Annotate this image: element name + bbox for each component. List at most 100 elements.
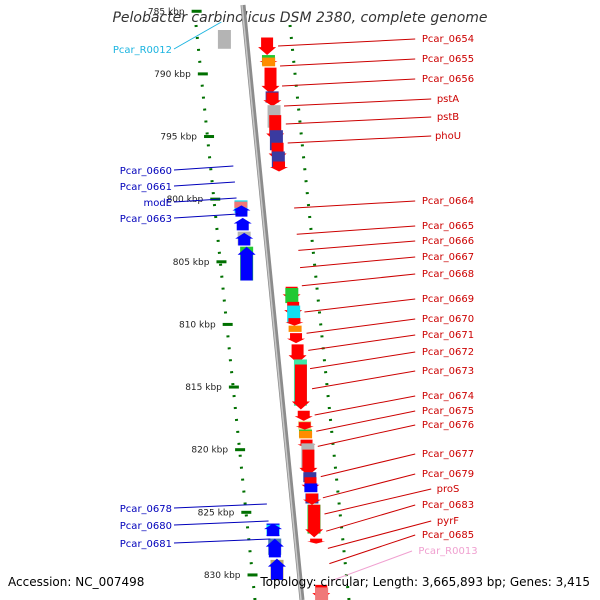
gene-label-right[interactable]: Pcar_0665 <box>422 221 474 232</box>
accession-text: Accession: NC_007498 <box>8 575 145 589</box>
gene-block[interactable] <box>285 288 299 304</box>
gene-arrow[interactable] <box>258 37 277 56</box>
genome-backbone <box>240 4 305 600</box>
gene-block[interactable] <box>262 57 276 67</box>
gene-label-left[interactable]: Pcar_0678 <box>120 504 172 515</box>
leader-line <box>173 520 269 526</box>
gene-arrow[interactable] <box>287 333 306 344</box>
gene-arrow[interactable] <box>285 318 304 326</box>
leader-line <box>283 98 432 107</box>
gene-label-right[interactable]: Pcar_0671 <box>422 330 474 341</box>
leader-line <box>173 181 235 187</box>
gene-label-right[interactable]: Pcar_0654 <box>422 34 474 45</box>
gene-label-left[interactable]: Pcar_0663 <box>120 214 172 225</box>
gene-arrow[interactable] <box>261 67 280 94</box>
gene-label-right[interactable]: Pcar_0655 <box>422 54 474 65</box>
gene-label-right[interactable]: Pcar_0664 <box>422 196 474 207</box>
leader-line <box>306 318 416 334</box>
leader-line <box>317 424 416 447</box>
leader-line <box>311 370 416 390</box>
gene-label-right[interactable]: Pcar_0676 <box>422 420 474 431</box>
gene-label-right[interactable]: Pcar_0685 <box>422 530 474 541</box>
leader-line <box>329 534 416 565</box>
gene-block[interactable] <box>304 483 318 493</box>
gene-label-left[interactable]: modE <box>143 198 172 209</box>
gene-label-left[interactable]: Pcar_0680 <box>120 521 172 532</box>
gene-label-right[interactable]: pstA <box>437 94 459 105</box>
gene-arrow[interactable] <box>294 410 313 421</box>
topology-text: Topology: circular; Length: 3,665,893 bp… <box>260 575 590 589</box>
leader-line <box>301 273 416 287</box>
leader-line <box>327 520 432 549</box>
scale-tick-label: 830 kbp <box>204 571 241 581</box>
gene-block[interactable] <box>315 587 329 600</box>
leader-line <box>173 165 234 171</box>
gene-arrow[interactable] <box>264 523 283 537</box>
gene-label-right[interactable]: Pcar_0683 <box>422 500 474 511</box>
gene-label-left[interactable]: Pcar_0660 <box>120 166 172 177</box>
gene-label-right[interactable]: pstB <box>437 112 459 123</box>
gene-arrow[interactable] <box>305 504 324 538</box>
gene-arrow[interactable] <box>291 364 310 410</box>
gene-arrow[interactable] <box>233 217 252 231</box>
gene-arrow[interactable] <box>299 449 318 476</box>
gene-label-left[interactable]: Pcar_R0012 <box>113 45 172 56</box>
strand-guides <box>194 24 351 600</box>
leader-line <box>304 298 416 313</box>
gene-block[interactable] <box>288 325 302 332</box>
gene-block[interactable] <box>234 201 248 208</box>
leader-line <box>173 538 271 544</box>
label-leaders <box>173 21 432 582</box>
gene-label-right[interactable]: Pcar_0669 <box>422 294 474 305</box>
gene-arrow[interactable] <box>235 232 254 246</box>
gene-label-right[interactable]: Pcar_0674 <box>422 391 474 402</box>
leader-line <box>324 488 432 515</box>
leader-line <box>320 453 416 478</box>
scale-tick-label: 820 kbp <box>191 446 228 456</box>
gene-labels: Pcar_R0012 Pcar_0660 Pcar_0661 modE Pcar_066… <box>113 34 478 557</box>
leader-line <box>316 410 416 432</box>
gene-label-right[interactable]: pyrF <box>437 516 459 527</box>
gene-label-left[interactable]: Pcar_0661 <box>120 182 172 193</box>
gene-label-right[interactable]: Pcar_0673 <box>422 366 474 377</box>
gene-label-right[interactable]: Pcar_0667 <box>422 252 474 263</box>
gene-arrow[interactable] <box>295 422 314 430</box>
leader-line <box>280 58 416 67</box>
gene-label-right[interactable]: Pcar_R0013 <box>418 546 477 557</box>
gene-arrow[interactable] <box>263 92 282 107</box>
guide-dots-left <box>194 24 257 600</box>
gene-label-right[interactable]: proS <box>437 484 460 495</box>
gene-label-right[interactable]: Pcar_0668 <box>422 269 474 280</box>
scale-tick-label: 805 kbp <box>173 258 210 268</box>
gene-arrow[interactable] <box>270 161 289 172</box>
gene-block[interactable] <box>299 430 313 439</box>
gene-label-left[interactable]: Pcar_0681 <box>120 539 172 550</box>
gene-label-right[interactable]: Pcar_0656 <box>422 74 474 85</box>
leader-line <box>173 21 222 50</box>
leader-line <box>326 504 416 532</box>
leader-line <box>278 38 416 47</box>
leader-line <box>322 473 416 499</box>
leader-line <box>173 197 237 203</box>
leader-line <box>287 135 432 144</box>
leader-line <box>298 240 416 251</box>
gene-features <box>217 30 331 600</box>
gene-label-right[interactable]: Pcar_0677 <box>422 449 474 460</box>
gene-label-right[interactable]: Pcar_0675 <box>422 406 474 417</box>
gene-arrow[interactable] <box>288 344 307 364</box>
gene-label-right[interactable]: Pcar_0672 <box>422 347 474 358</box>
gene-label-right[interactable]: Pcar_0666 <box>422 236 474 247</box>
gene-label-right[interactable]: Pcar_0679 <box>422 469 474 480</box>
leader-line <box>314 395 416 416</box>
leader-line <box>309 351 416 370</box>
gene-arrow[interactable] <box>237 246 256 281</box>
gene-block[interactable] <box>217 30 231 49</box>
gene-arrow[interactable] <box>265 538 284 558</box>
gene-label-right[interactable]: Pcar_0670 <box>422 314 474 325</box>
leader-line <box>285 116 432 125</box>
gene-label-right[interactable]: phoU <box>435 131 461 142</box>
gene-arrow[interactable] <box>267 558 286 580</box>
gene-arrow[interactable] <box>307 538 326 544</box>
gene-arrow[interactable] <box>302 493 321 505</box>
